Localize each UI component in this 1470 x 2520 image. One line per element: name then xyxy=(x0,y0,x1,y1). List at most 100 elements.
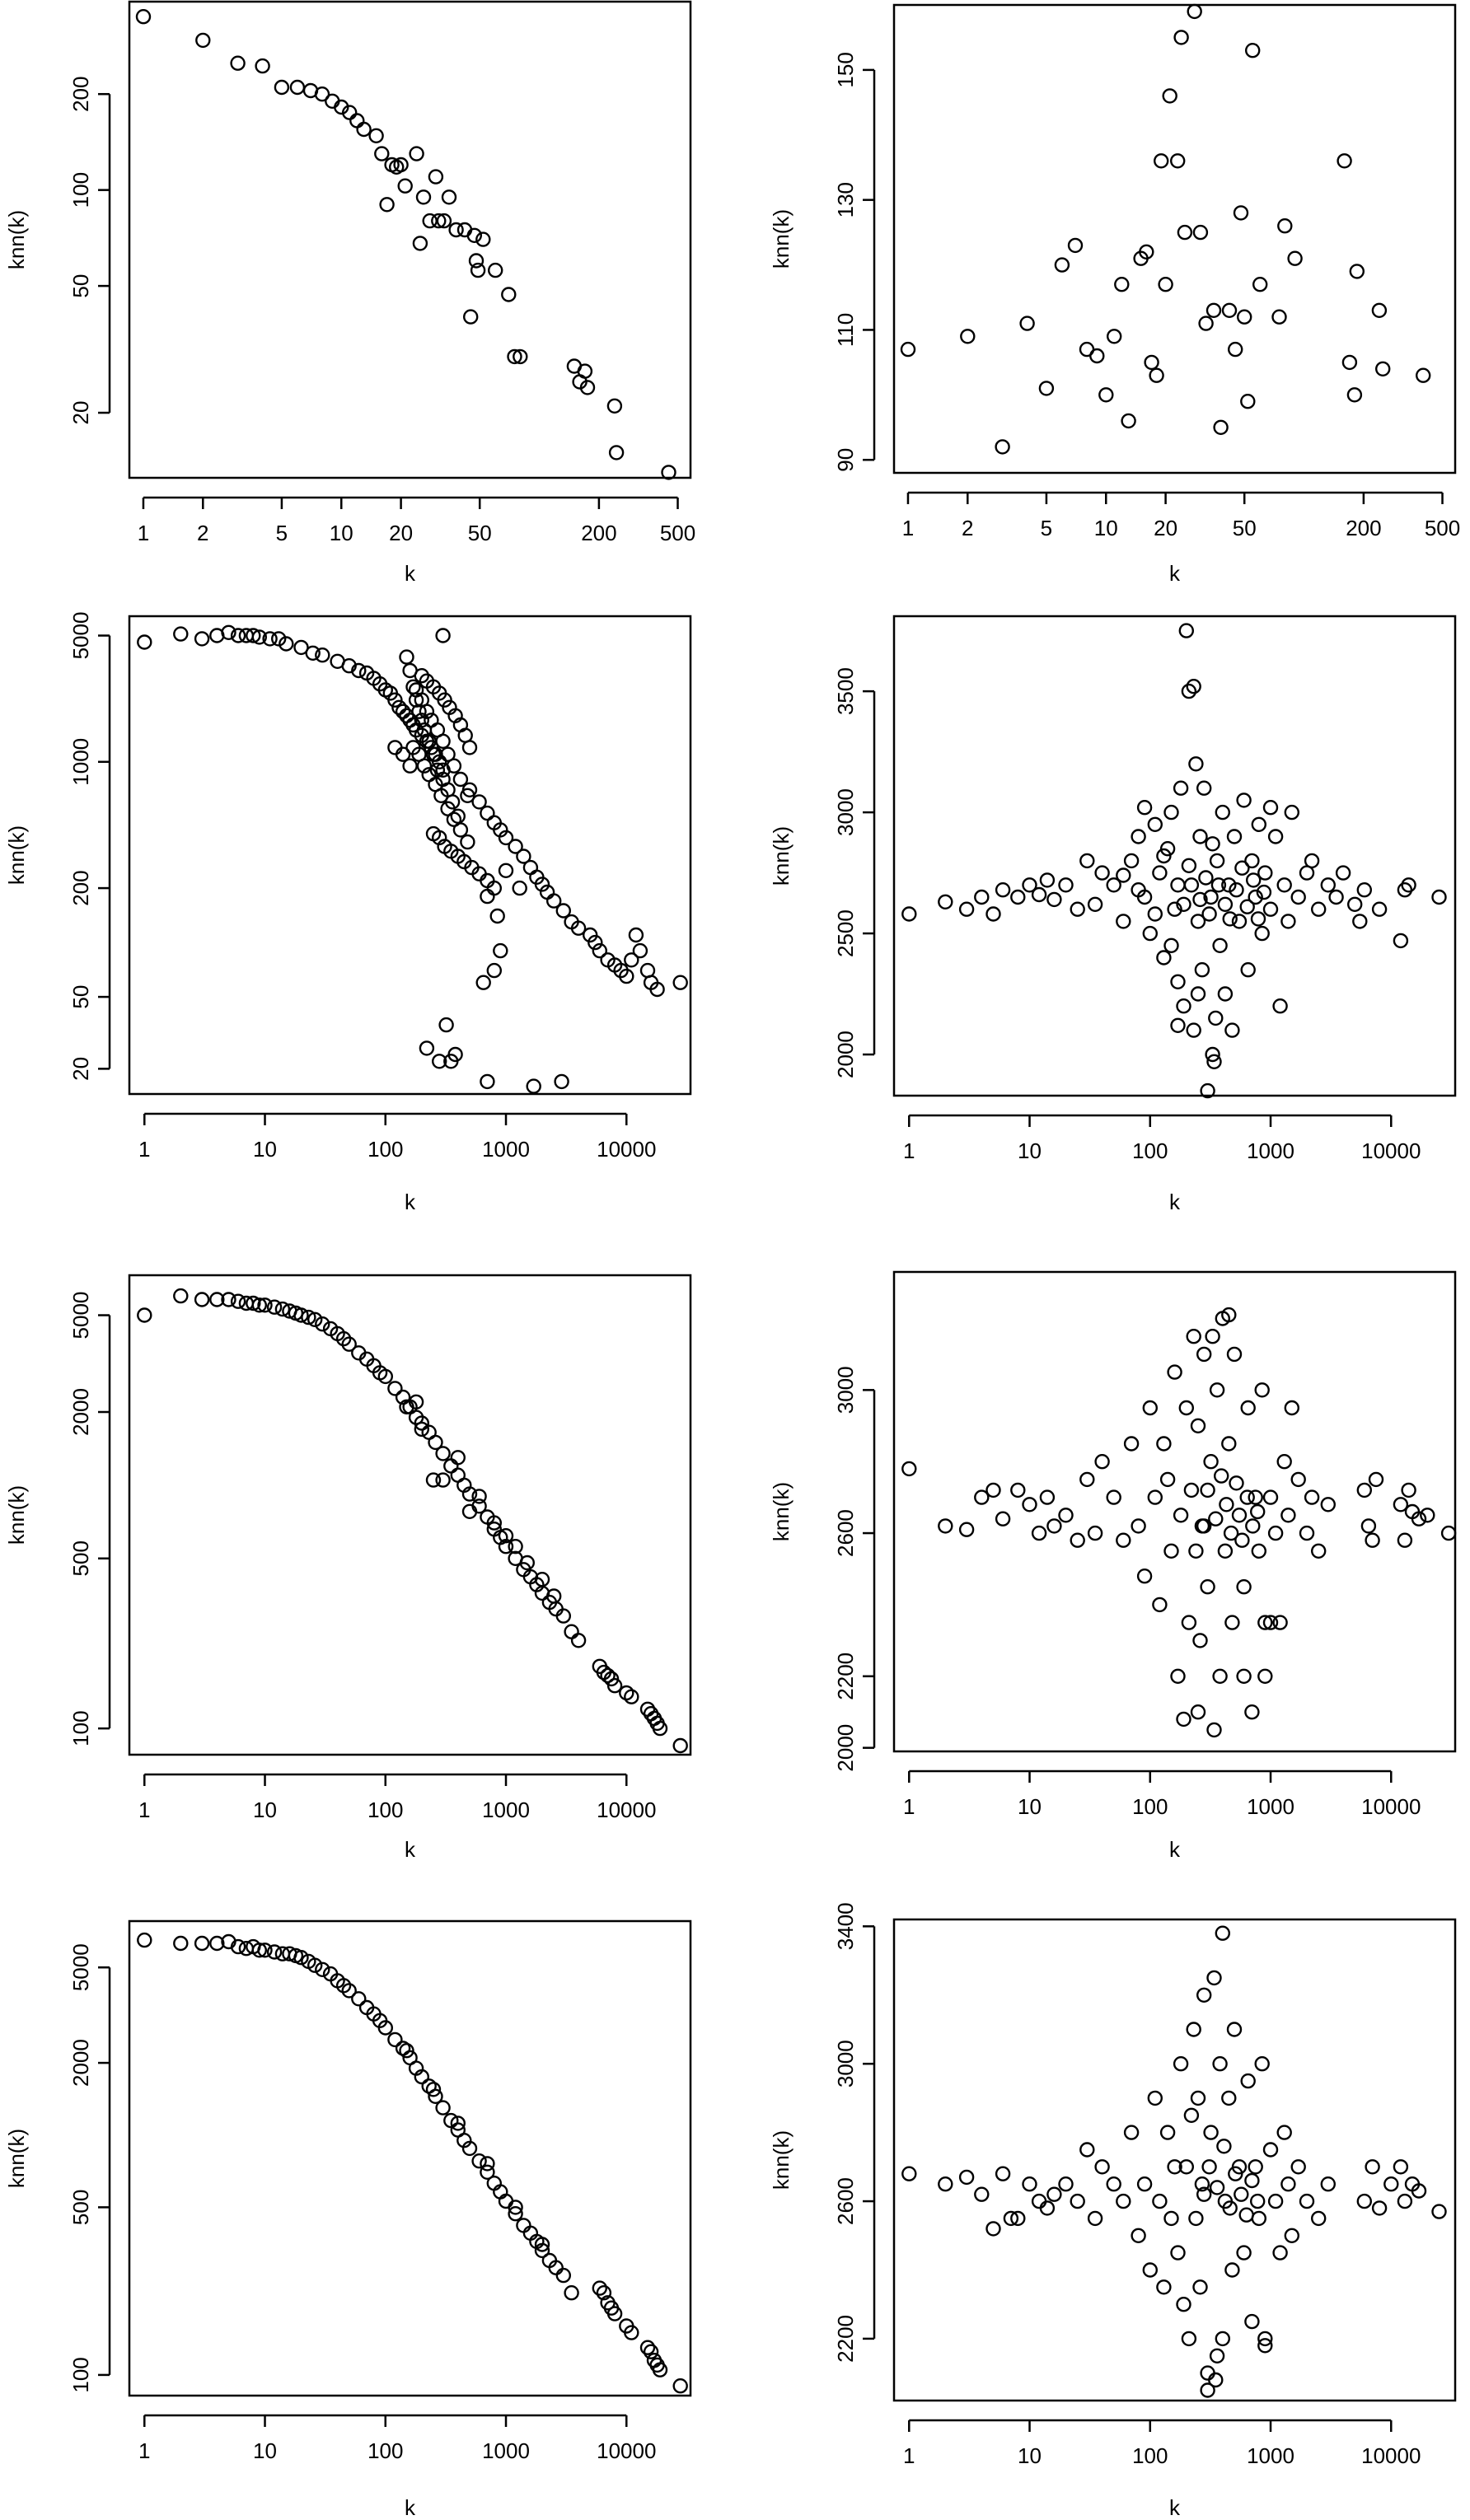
data-point xyxy=(1058,877,1074,893)
data-point xyxy=(480,2156,495,2172)
data-point xyxy=(1152,865,1168,881)
x-tick-label: 1000 xyxy=(482,1798,530,1822)
data-point xyxy=(1098,387,1114,403)
x-axis: 1 10 100 1000 10000 xyxy=(138,2414,656,2463)
data-point xyxy=(1149,367,1164,383)
data-point xyxy=(1221,1307,1237,1323)
x-tick-label: 1 xyxy=(138,2438,150,2463)
data-point xyxy=(1226,829,1243,844)
x-tick-label: 10000 xyxy=(1361,1794,1421,1819)
y-tick-label: 500 xyxy=(68,2190,93,2225)
data-point xyxy=(387,740,403,755)
data-point xyxy=(387,692,403,708)
data-point xyxy=(1070,2193,1085,2209)
y-axis: 2000 2200 2600 3000 xyxy=(833,1366,876,1772)
data-point xyxy=(555,903,571,919)
data-point xyxy=(1136,2176,1153,2192)
data-point xyxy=(1183,877,1200,893)
x-axis: 1 10 100 1000 10000 xyxy=(903,2419,1421,2468)
data-point xyxy=(1397,1532,1413,1548)
data-point xyxy=(995,881,1011,898)
data-point xyxy=(173,1935,189,1952)
x-tick-label: 1 xyxy=(903,1138,915,1163)
x-axis-label: k xyxy=(405,561,416,586)
data-point xyxy=(422,213,438,229)
y-tick-label: 2200 xyxy=(833,2315,858,2363)
data-point xyxy=(1217,986,1234,1002)
data-point xyxy=(1203,889,1219,905)
x-tick-label: 1 xyxy=(138,521,149,545)
x-tick-label: 200 xyxy=(581,521,616,545)
data-point xyxy=(1163,937,1179,954)
data-point xyxy=(1393,933,1409,949)
data-point xyxy=(1198,316,1214,331)
data-point xyxy=(443,1458,459,1474)
data-point xyxy=(194,1292,210,1307)
data-point xyxy=(1206,1054,1222,1070)
data-point xyxy=(266,1299,283,1315)
data-point xyxy=(1234,860,1250,876)
data-point xyxy=(1173,1508,1189,1523)
data-point xyxy=(606,1677,623,1694)
plot-frame xyxy=(892,1270,1457,1753)
data-point xyxy=(555,1608,571,1624)
data-point xyxy=(1224,2262,1240,2278)
data-point xyxy=(1244,2313,1260,2330)
data-point xyxy=(379,197,395,213)
data-point xyxy=(1277,218,1293,234)
data-point xyxy=(1262,1615,1279,1630)
y-axis: 20 50 200 1000 5000 xyxy=(68,612,111,1081)
data-points xyxy=(137,1288,688,1754)
data-point xyxy=(1262,2142,1279,2158)
data-point xyxy=(592,2280,607,2296)
panel-p3: 1 10 100 1000 10000 k 20 50 200 1000 5000 knn(k) xyxy=(4,612,692,1214)
data-point xyxy=(471,794,487,810)
y-tick-label: 3000 xyxy=(833,2040,858,2088)
data-point xyxy=(1224,1022,1240,1038)
data-point xyxy=(570,1633,587,1648)
data-point xyxy=(1223,1525,1239,1541)
data-point xyxy=(1167,1364,1182,1380)
data-point xyxy=(672,975,688,990)
data-point xyxy=(137,634,152,650)
data-point xyxy=(399,649,414,665)
data-point xyxy=(628,927,644,943)
data-point xyxy=(1213,1468,1229,1484)
panel-p6: 1 10 100 1000 10000 k 2000 2200 2600 3000 knn(k) xyxy=(769,1270,1457,1862)
data-point xyxy=(1248,1489,1263,1505)
data-point xyxy=(1244,853,1260,869)
data-point xyxy=(1147,816,1163,832)
data-point xyxy=(501,287,517,302)
data-point xyxy=(1205,1328,1220,1344)
x-tick-label: 1 xyxy=(903,2443,915,2468)
data-point xyxy=(1201,906,1217,922)
data-point xyxy=(1067,237,1084,254)
y-tick-label: 100 xyxy=(68,172,93,208)
data-point xyxy=(1252,277,1268,292)
data-point xyxy=(468,253,485,269)
x-tick-label: 1000 xyxy=(482,1137,530,1162)
data-point xyxy=(1087,1525,1103,1541)
data-point xyxy=(414,713,429,728)
data-point xyxy=(901,1461,917,1477)
x-axis-label: k xyxy=(1169,1190,1181,1214)
data-point xyxy=(1176,896,1191,913)
data-point xyxy=(901,2166,917,2181)
data-point xyxy=(447,1046,463,1063)
data-point xyxy=(414,1415,429,1431)
data-point xyxy=(1337,153,1352,169)
data-point xyxy=(374,146,390,161)
data-point xyxy=(1206,1970,1222,1986)
data-point xyxy=(1215,804,1231,821)
data-point xyxy=(431,213,447,229)
data-point xyxy=(1116,867,1131,883)
data-point xyxy=(1262,800,1279,816)
data-point xyxy=(246,628,261,643)
data-point xyxy=(958,2169,975,2186)
y-axis-label: knn(k) xyxy=(4,1485,29,1545)
y-tick-label: 2000 xyxy=(833,1031,858,1078)
x-tick-label: 1 xyxy=(903,1794,915,1819)
y-axis-label: knn(k) xyxy=(769,209,794,269)
data-point xyxy=(450,1450,466,1466)
